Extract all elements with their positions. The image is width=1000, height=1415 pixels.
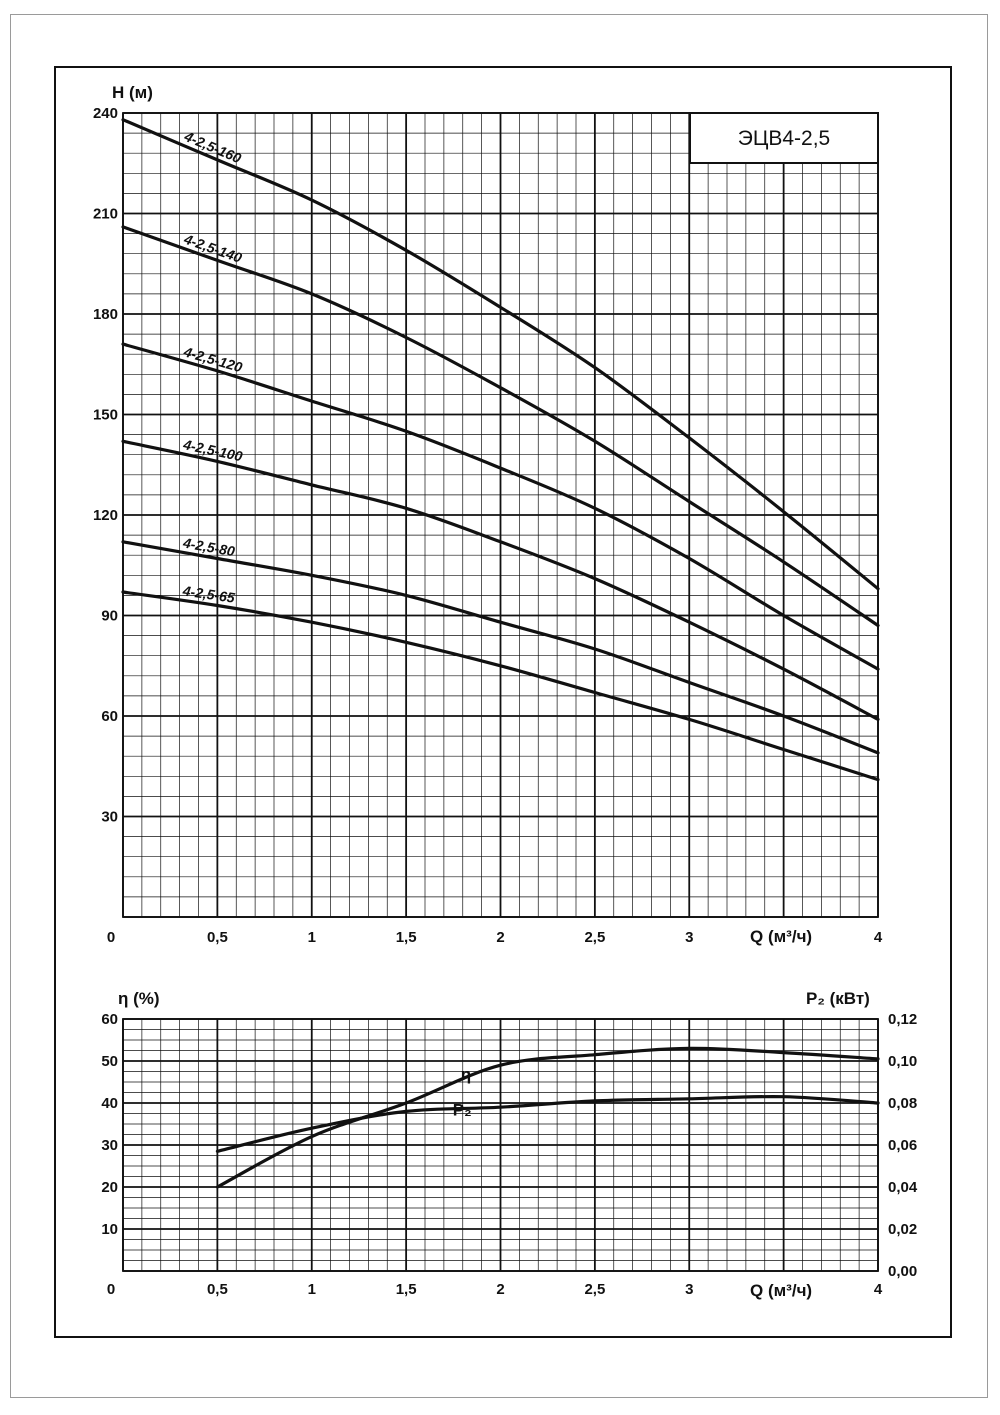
efficiency-y-tick: 30 — [101, 1137, 118, 1154]
power-y-tick: 0,10 — [888, 1053, 917, 1070]
power-curve — [215, 1094, 880, 1153]
efficiency-y-tick: 10 — [101, 1221, 118, 1238]
efficiency-curve — [215, 1046, 880, 1189]
power-y-axis-title: P₂ (кВт) — [806, 989, 870, 1008]
head-x-tick: 1 — [308, 929, 316, 946]
head-curve-4-2,5-140 — [121, 225, 880, 628]
efficiency-y-tick: 20 — [101, 1179, 118, 1196]
head-x-axis-title: Q (м³/ч) — [750, 927, 812, 946]
head-curve-4-2,5-80 — [121, 540, 880, 755]
head-y-tick: 120 — [93, 507, 118, 524]
head-y-tick: 180 — [93, 306, 118, 323]
head-y-tick: 150 — [93, 407, 118, 424]
efficiency-x-axis-title: Q (м³/ч) — [750, 1281, 812, 1300]
title-box — [689, 112, 879, 164]
page-frame — [10, 14, 988, 1398]
efficiency-x-tick: 0,5 — [207, 1281, 228, 1298]
efficiency-x-tick: 3 — [685, 1281, 693, 1298]
power-curve-label: P₂ — [453, 1101, 472, 1120]
head-chart-grid — [122, 112, 879, 918]
efficiency-chart-ticks: 0 0,5 1 1,5 2 2,5 3 4 60 50 40 30 20 10 0,12 0,10 0,08 0,… — [101, 1011, 918, 1298]
efficiency-x-tick: 2,5 — [584, 1281, 605, 1298]
chart-frame — [54, 66, 952, 1338]
efficiency-x-tick: 1 — [308, 1281, 316, 1298]
power-y-tick: 0,12 — [888, 1011, 917, 1028]
efficiency-y-tick: 60 — [101, 1011, 118, 1028]
head-x-tick: 0 — [107, 929, 115, 946]
head-y-tick: 30 — [101, 809, 118, 826]
efficiency-curve-label: η — [461, 1065, 471, 1084]
head-x-tick: 0,5 — [207, 929, 228, 946]
head-curve-4-2,5-120 — [121, 342, 880, 671]
efficiency-x-tick: 0 — [107, 1281, 115, 1298]
head-curve-4-2,5-100 — [121, 439, 880, 721]
efficiency-y-tick: 40 — [101, 1095, 118, 1112]
head-x-tick: 2 — [496, 929, 504, 946]
chart-title: ЭЦВ4-2,5 — [738, 127, 831, 150]
efficiency-chart-grid — [122, 1018, 879, 1272]
efficiency-x-tick: 1,5 — [396, 1281, 417, 1298]
power-y-tick: 0,02 — [888, 1221, 917, 1238]
head-curve-4-2,5-160 — [121, 118, 880, 591]
head-curve-4-2,5-65 — [121, 590, 880, 782]
head-y-tick: 210 — [93, 206, 118, 223]
efficiency-curves: η P₂ — [215, 1046, 880, 1189]
curve-label-4-2,5-65: 4-2,5-65 — [181, 582, 236, 605]
efficiency-y-axis-title: η (%) — [118, 989, 160, 1008]
power-y-tick: 0,08 — [888, 1095, 917, 1112]
head-y-tick: 90 — [101, 608, 118, 625]
head-x-tick: 1,5 — [396, 929, 417, 946]
head-curves: 4-2,5-1604-2,5-1404-2,5-1204-2,5-1004-2,… — [121, 118, 880, 782]
plot-border — [122, 1018, 879, 1272]
head-y-tick: 60 — [101, 708, 118, 725]
head-y-tick: 240 — [93, 105, 118, 122]
head-x-tick: 2,5 — [584, 929, 605, 946]
head-x-tick: 4 — [874, 929, 883, 946]
power-y-tick: 0,04 — [888, 1179, 918, 1196]
efficiency-x-tick: 4 — [874, 1281, 883, 1298]
efficiency-x-tick: 2 — [496, 1281, 504, 1298]
power-y-tick: 0,00 — [888, 1263, 917, 1280]
curve-label-4-2,5-140: 4-2,5-140 — [181, 230, 244, 265]
head-y-axis-title: H (м) — [112, 83, 153, 102]
efficiency-y-tick: 50 — [101, 1053, 118, 1070]
head-chart-ticks: 0 0,5 1 1,5 2 2,5 3 4 240 210 180 150 120 90 60 30 — [93, 105, 883, 946]
power-y-tick: 0,06 — [888, 1137, 917, 1154]
plot-border — [122, 112, 879, 918]
head-x-tick: 3 — [685, 929, 693, 946]
